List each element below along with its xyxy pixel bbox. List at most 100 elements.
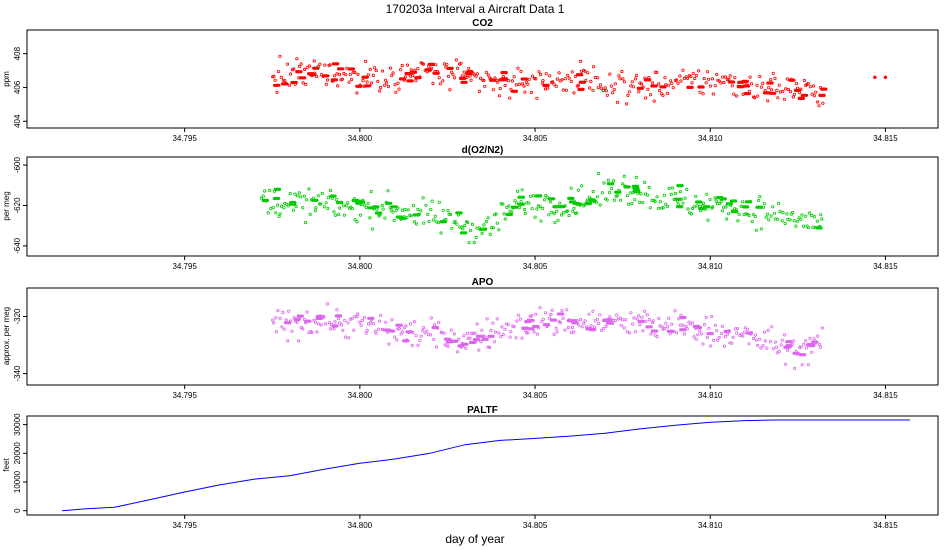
data-point — [570, 70, 574, 74]
data-point — [337, 212, 341, 217]
data-point — [464, 80, 468, 84]
x-tick-label: 34.795 — [172, 391, 197, 400]
data-point — [595, 76, 600, 80]
data-point — [276, 70, 280, 74]
data-point — [414, 79, 418, 83]
data-point — [393, 83, 397, 87]
data-point — [812, 215, 817, 219]
data-point — [787, 345, 791, 349]
data-point — [414, 333, 418, 338]
data-point — [413, 70, 418, 74]
data-point — [301, 327, 305, 331]
data-point — [655, 70, 659, 75]
data-point — [529, 90, 534, 95]
data-point — [667, 186, 671, 191]
data-point — [789, 340, 793, 344]
data-point — [576, 201, 580, 205]
data-point — [570, 325, 575, 330]
data-point — [335, 324, 339, 328]
data-point — [801, 96, 806, 100]
data-point — [663, 85, 667, 89]
data-point — [386, 189, 390, 193]
data-point — [720, 324, 725, 328]
data-point — [596, 321, 601, 326]
data-point — [800, 213, 804, 217]
data-point — [293, 201, 297, 205]
data-point — [817, 104, 821, 108]
data-point — [294, 80, 298, 85]
data-point — [465, 220, 470, 225]
data-point — [745, 327, 750, 331]
data-point — [610, 182, 615, 186]
data-point — [583, 319, 587, 323]
data-point — [281, 310, 285, 315]
data-point — [473, 340, 477, 345]
data-point — [724, 205, 728, 209]
data-point — [552, 332, 556, 337]
data-point — [644, 319, 648, 323]
data-point — [294, 204, 298, 209]
data-point — [546, 323, 551, 327]
data-point — [697, 69, 701, 73]
data-point — [448, 212, 453, 216]
data-point — [295, 57, 299, 61]
data-point — [416, 67, 420, 71]
data-point — [580, 73, 584, 77]
data-point — [379, 313, 383, 317]
x-tick-label: 34.805 — [523, 391, 548, 400]
data-point — [497, 331, 501, 335]
data-point — [810, 213, 814, 218]
data-point — [615, 194, 619, 198]
data-point — [802, 342, 806, 346]
data-point — [510, 210, 514, 214]
data-point — [466, 336, 470, 340]
data-points — [271, 54, 888, 108]
data-point — [804, 346, 809, 350]
data-point — [504, 70, 508, 75]
data-point — [740, 200, 745, 204]
data-point — [490, 226, 494, 230]
data-point — [332, 327, 336, 331]
data-point — [509, 329, 513, 334]
data-point — [670, 322, 674, 326]
data-point — [408, 213, 412, 217]
data-point — [610, 321, 614, 325]
data-point — [404, 324, 408, 328]
data-point — [819, 213, 823, 217]
data-point — [737, 212, 741, 216]
data-point — [450, 66, 454, 70]
figure-title: 170203a Interval a Aircraft Data 1 — [386, 2, 565, 16]
data-point — [573, 319, 578, 323]
data-point — [353, 218, 357, 222]
data-point — [532, 330, 536, 334]
data-point — [710, 77, 714, 81]
data-point — [325, 78, 329, 82]
data-point — [575, 211, 579, 215]
data-point — [579, 202, 583, 206]
data-point — [488, 345, 492, 350]
data-point — [556, 205, 560, 209]
data-point — [638, 323, 642, 327]
data-point — [567, 76, 571, 80]
data-point — [621, 77, 625, 81]
data-point — [307, 64, 311, 68]
data-point — [605, 93, 609, 97]
data-point — [285, 82, 289, 86]
data-point — [622, 326, 626, 330]
data-point — [726, 332, 730, 336]
data-point — [482, 223, 486, 227]
x-axis: 34.795 34.800 34.805 34.810 34.815 — [172, 256, 898, 271]
data-point — [680, 184, 684, 188]
data-point — [692, 205, 696, 209]
data-point — [380, 203, 384, 208]
data-point — [734, 94, 739, 98]
data-point — [707, 205, 711, 209]
data-point — [605, 198, 609, 202]
data-point — [410, 79, 414, 83]
data-point — [336, 317, 341, 321]
data-point — [467, 66, 471, 70]
data-point — [751, 336, 756, 341]
data-point — [799, 345, 803, 349]
data-point — [624, 102, 629, 106]
data-point — [284, 318, 288, 322]
